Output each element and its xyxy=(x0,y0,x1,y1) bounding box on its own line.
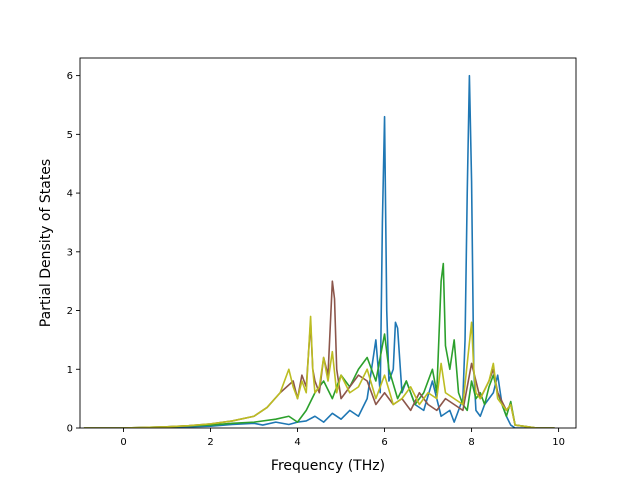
series-line-4 xyxy=(83,315,556,428)
x-tick-label: 8 xyxy=(468,437,474,448)
x-tick-label: 2 xyxy=(207,437,213,448)
x-tick-label: 10 xyxy=(552,437,565,448)
y-axis: 0 1 2 3 4 5 6 xyxy=(67,71,80,435)
y-tick-label: 0 xyxy=(67,424,73,435)
y-tick-label: 2 xyxy=(67,306,73,317)
y-tick-label: 5 xyxy=(67,130,73,141)
x-tick-label: 6 xyxy=(381,437,387,448)
x-axis-label: Frequency (THz) xyxy=(271,458,385,474)
y-tick-label: 6 xyxy=(67,71,73,82)
y-axis-label: Partial Density of States xyxy=(38,159,54,327)
plot-frame xyxy=(79,57,577,429)
x-axis: 0 2 4 6 8 10 xyxy=(120,428,565,448)
x-tick-label: 4 xyxy=(294,437,300,448)
series-layer xyxy=(83,74,556,428)
y-tick-label: 1 xyxy=(67,365,73,376)
series-line-2 xyxy=(83,262,556,428)
x-tick-label: 0 xyxy=(120,437,126,448)
y-tick-label: 4 xyxy=(67,189,73,200)
y-tick-label: 3 xyxy=(67,247,73,258)
